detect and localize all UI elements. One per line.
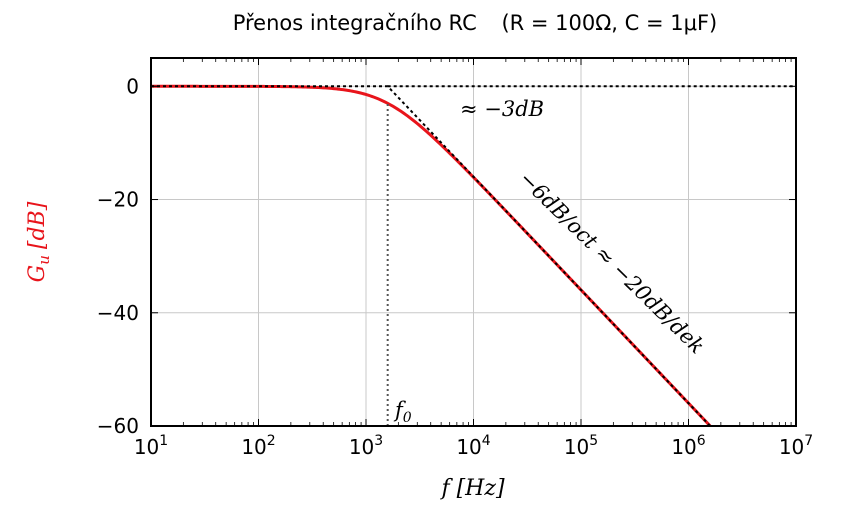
annotation-slope: −6dB/oct ≈ −20dB/dek bbox=[514, 166, 709, 358]
x-tick-exponent: 4 bbox=[482, 433, 491, 449]
x-tick-label: 102 bbox=[241, 433, 275, 459]
y-axis-label: Gu [dB] bbox=[25, 201, 53, 282]
y-label-subscript: u bbox=[35, 255, 53, 265]
x-tick-labels: 101 102 103 104 105 106 107 bbox=[134, 433, 813, 459]
annotation-minus-3db: ≈ −3dB bbox=[460, 97, 544, 121]
x-tick-exponent: 5 bbox=[589, 433, 598, 449]
asymptote-line bbox=[151, 85, 711, 427]
x-tick-base: 10 bbox=[779, 435, 804, 459]
chart-title-params: (R = 100Ω, C = 1μF) bbox=[501, 11, 717, 35]
x-tick-exponent: 2 bbox=[267, 433, 276, 449]
chart-title: Přenos integračního RC (R = 100Ω, C = 1μ… bbox=[233, 11, 718, 35]
x-tick-base: 10 bbox=[564, 435, 589, 459]
annotation-f0: f0 bbox=[393, 398, 412, 426]
y-label-symbol: G bbox=[25, 265, 50, 283]
x-tick-exponent: 7 bbox=[804, 433, 813, 449]
plot-lines bbox=[151, 84, 796, 428]
f0-base: f bbox=[393, 398, 406, 422]
x-tick-base: 10 bbox=[349, 435, 374, 459]
x-tick-base: 10 bbox=[134, 435, 159, 459]
f0-subscript: 0 bbox=[403, 410, 412, 426]
transfer-curve bbox=[151, 84, 712, 428]
x-tick-label: 103 bbox=[349, 433, 383, 459]
x-tick-base: 10 bbox=[456, 435, 481, 459]
x-tick-label: 105 bbox=[564, 433, 598, 459]
axis-ticks bbox=[150, 58, 797, 427]
x-tick-base: 10 bbox=[671, 435, 696, 459]
x-axis-label: f [Hz] bbox=[439, 476, 504, 501]
x-tick-base: 10 bbox=[241, 435, 266, 459]
x-tick-label: 106 bbox=[671, 433, 705, 459]
chart-title-main: Přenos integračního RC bbox=[233, 11, 477, 35]
y-tick-label: −60 bbox=[97, 414, 139, 438]
y-tick-label: 0 bbox=[126, 74, 139, 98]
y-tick-label: −40 bbox=[97, 301, 139, 325]
x-tick-exponent: 6 bbox=[697, 433, 706, 449]
y-label-unit: [dB] bbox=[25, 201, 50, 249]
y-tick-label: −20 bbox=[97, 188, 139, 212]
x-tick-label: 107 bbox=[779, 433, 813, 459]
y-tick-labels: 0 −20 −40 −60 bbox=[97, 74, 139, 438]
x-tick-exponent: 3 bbox=[374, 433, 383, 449]
x-tick-label: 104 bbox=[456, 433, 490, 459]
x-tick-exponent: 1 bbox=[159, 433, 168, 449]
x-tick-label: 101 bbox=[134, 433, 168, 459]
